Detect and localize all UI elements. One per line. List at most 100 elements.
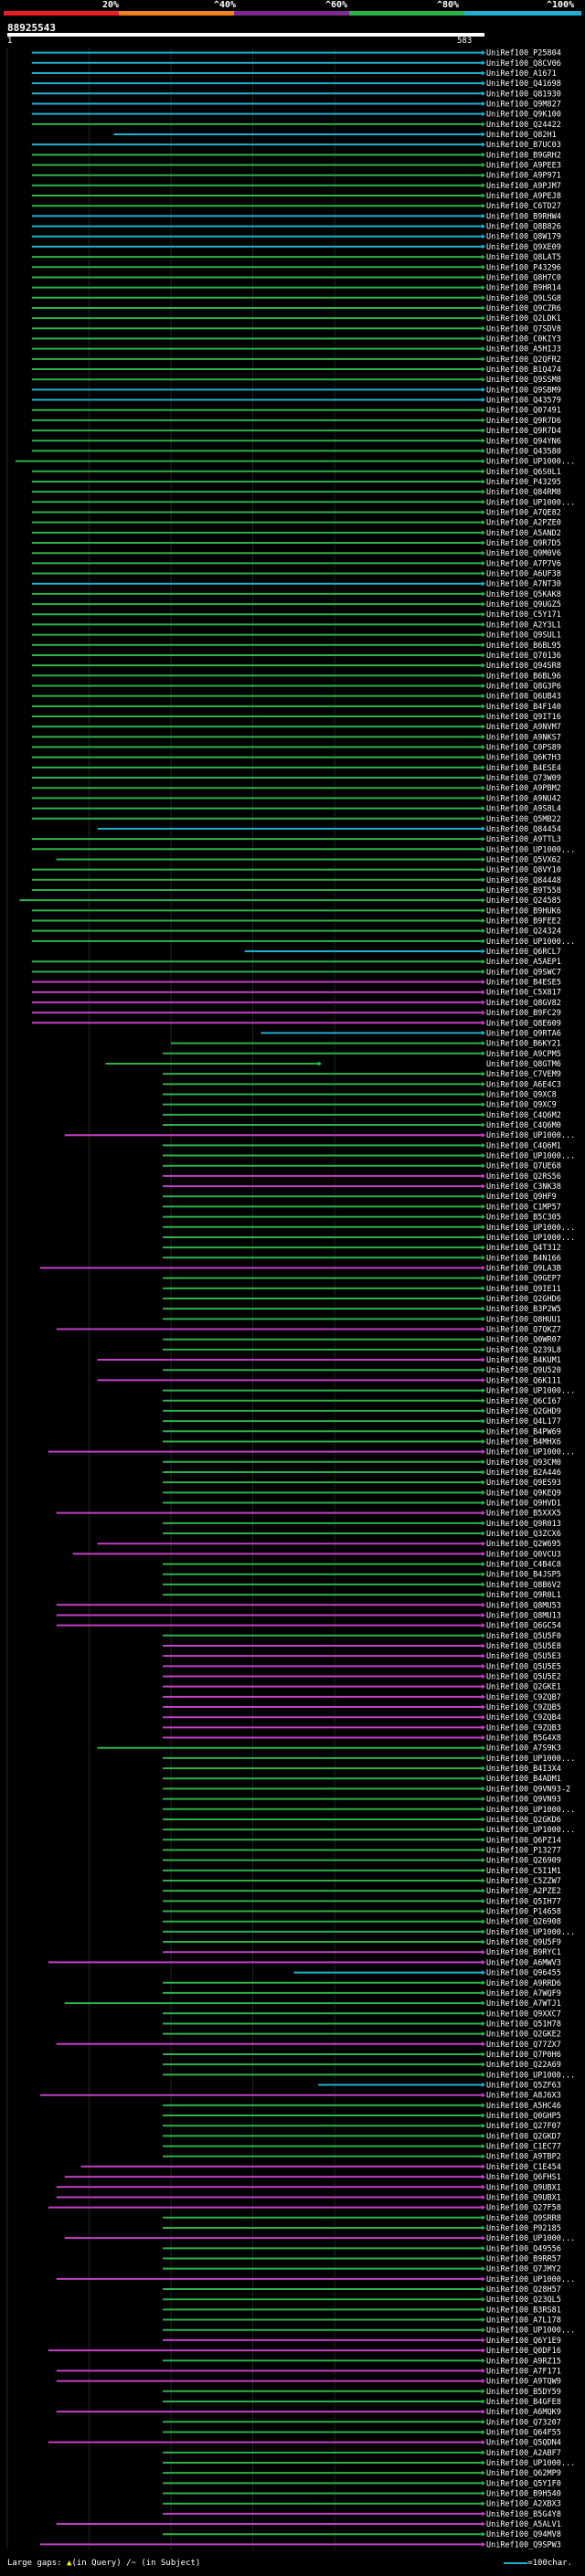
hit-label[interactable]: UniRef100_A5HIJ3 (486, 345, 561, 355)
hit-label[interactable]: UniRef100_Q28H57 (486, 2285, 561, 2295)
hit-label[interactable]: UniRef100_Q5Y1F0 (486, 2479, 561, 2488)
hit-label[interactable]: UniRef100_B5XXX5 (486, 1510, 561, 1519)
hit-label[interactable]: UniRef100_Q4T312 (486, 1244, 561, 1253)
hit-label[interactable]: UniRef100_Q0WR07 (486, 1336, 561, 1345)
hit-label[interactable]: UniRef100_A7WQF9 (486, 1989, 561, 1998)
hit-label[interactable]: UniRef100_Q9U520 (486, 1366, 561, 1375)
hit-label[interactable]: UniRef100_C7VEM9 (486, 1070, 561, 1079)
hit-label[interactable]: UniRef100_Q5U5E3 (486, 1652, 561, 1661)
hit-label[interactable]: UniRef100_Q24585 (486, 896, 561, 906)
hit-label[interactable]: UniRef100_UP1000... (486, 1234, 575, 1243)
hit-label[interactable]: UniRef100_Q9R0L1 (486, 1591, 561, 1600)
hit-label[interactable]: UniRef100_Q9GEP7 (486, 1275, 561, 1284)
hit-label[interactable]: UniRef100_Q9IT16 (486, 713, 561, 722)
hit-label[interactable]: UniRef100_A6E4C3 (486, 1080, 561, 1089)
hit-label[interactable]: UniRef100_B6BL95 (486, 641, 561, 651)
hit-label[interactable]: UniRef100_A6UF38 (486, 570, 561, 579)
hit-label[interactable]: UniRef100_Q2RS56 (486, 1172, 561, 1182)
hit-label[interactable]: UniRef100_Q6UB43 (486, 693, 561, 702)
hit-label[interactable]: UniRef100_A7F171 (486, 2367, 561, 2376)
hit-label[interactable]: UniRef100_Q2GKD7 (486, 2132, 561, 2141)
hit-label[interactable]: UniRef100_Q9SWC7 (486, 968, 561, 977)
hit-label[interactable]: UniRef100_A9PEJ8 (486, 192, 561, 201)
hit-label[interactable]: UniRef100_UP1000... (486, 2275, 575, 2284)
hit-label[interactable]: UniRef100_B4I3X4 (486, 1765, 561, 1774)
hit-label[interactable]: UniRef100_Q8MU13 (486, 1611, 561, 1620)
hit-label[interactable]: UniRef100_UP1000... (486, 1806, 575, 1815)
hit-label[interactable]: UniRef100_C0KIY3 (486, 335, 561, 345)
hit-label[interactable]: UniRef100_Q9SSM8 (486, 376, 561, 385)
hit-label[interactable]: UniRef100_Q9LSG8 (486, 294, 561, 303)
hit-label[interactable]: UniRef100_A2PZE0 (486, 519, 561, 528)
hit-label[interactable]: UniRef100_Q23QL5 (486, 2295, 561, 2305)
hit-label[interactable]: UniRef100_Q6Y1E9 (486, 2337, 561, 2346)
hit-label[interactable]: UniRef100_Q96455 (486, 1969, 561, 1978)
hit-label[interactable]: UniRef100_Q6RCL7 (486, 948, 561, 957)
hit-label[interactable]: UniRef100_B6KY21 (486, 1040, 561, 1049)
hit-label[interactable]: UniRef100_Q2W695 (486, 1540, 561, 1549)
hit-label[interactable]: UniRef100_Q73W09 (486, 774, 561, 783)
hit-label[interactable]: UniRef100_B9FC29 (486, 1009, 561, 1018)
hit-label[interactable]: UniRef100_UP1000... (486, 1448, 575, 1458)
hit-label[interactable]: UniRef100_B4N166 (486, 1254, 561, 1263)
hit-label[interactable]: UniRef100_A7S9K3 (486, 1744, 561, 1754)
hit-label[interactable]: UniRef100_Q9R7D4 (486, 427, 561, 436)
hit-label[interactable]: UniRef100_Q8B6V2 (486, 1581, 561, 1590)
hit-label[interactable]: UniRef100_C5I1M1 (486, 1867, 561, 1876)
hit-label[interactable]: UniRef100_A5AEP1 (486, 958, 561, 967)
hit-label[interactable]: UniRef100_Q77ZX7 (486, 2041, 561, 2050)
hit-label[interactable]: UniRef100_UP1000... (486, 2459, 575, 2468)
hit-label[interactable]: UniRef100_Q7SDV8 (486, 324, 561, 334)
hit-label[interactable]: UniRef100_Q94YN6 (486, 437, 561, 446)
hit-label[interactable]: UniRef100_A9S8L4 (486, 805, 561, 814)
hit-label[interactable]: UniRef100_UP1000... (486, 1826, 575, 1835)
hit-label[interactable]: UniRef100_Q6K7H3 (486, 754, 561, 763)
hit-label[interactable]: UniRef100_P92185 (486, 2224, 561, 2233)
hit-label[interactable]: UniRef100_B3P2W5 (486, 1305, 561, 1314)
hit-label[interactable]: UniRef100_Q84448 (486, 876, 561, 885)
hit-label[interactable]: UniRef100_Q2GHD6 (486, 1295, 561, 1304)
hit-label[interactable]: UniRef100_Q7JMY2 (486, 2265, 561, 2274)
hit-label[interactable]: UniRef100_P43296 (486, 263, 561, 272)
hit-label[interactable]: UniRef100_Q82H1 (486, 131, 557, 140)
hit-label[interactable]: UniRef100_Q6FHS1 (486, 2173, 561, 2182)
hit-label[interactable]: UniRef100_Q2GKD6 (486, 1816, 561, 1825)
hit-label[interactable]: UniRef100_Q9HVD1 (486, 1500, 561, 1509)
hit-label[interactable]: UniRef100_UP1000... (486, 2071, 575, 2080)
hit-label[interactable]: UniRef100_A6MWV3 (486, 1958, 561, 1967)
hit-label[interactable]: UniRef100_Q9IE11 (486, 1285, 561, 1294)
hit-label[interactable]: UniRef100_A1671 (486, 69, 557, 79)
hit-label[interactable]: UniRef100_A9RRD6 (486, 1979, 561, 1988)
hit-label[interactable]: UniRef100_A9TTL3 (486, 835, 561, 844)
hit-label[interactable]: UniRef100_B4PW69 (486, 1427, 561, 1436)
hit-label[interactable]: UniRef100_Q8VY10 (486, 866, 561, 875)
hit-label[interactable]: UniRef100_B5DY59 (486, 2388, 561, 2397)
hit-label[interactable]: UniRef100_Q2GHD9 (486, 1407, 561, 1416)
hit-label[interactable]: UniRef100_Q4L177 (486, 1417, 561, 1426)
hit-label[interactable]: UniRef100_UP1000... (486, 2234, 575, 2243)
hit-label[interactable]: UniRef100_Q49556 (486, 2244, 561, 2253)
hit-label[interactable]: UniRef100_A8J6X3 (486, 2092, 561, 2101)
hit-label[interactable]: UniRef100_Q9HF9 (486, 1193, 557, 1202)
hit-label[interactable]: UniRef100_Q07491 (486, 407, 561, 416)
hit-label[interactable]: UniRef100_Q9XC9 (486, 1101, 557, 1110)
hit-label[interactable]: UniRef100_C4Q6M1 (486, 1141, 561, 1150)
hit-label[interactable]: UniRef100_Q94MV8 (486, 2530, 561, 2539)
hit-label[interactable]: UniRef100_Q9XE09 (486, 243, 561, 252)
hit-label[interactable]: UniRef100_A9PBM2 (486, 784, 561, 793)
hit-label[interactable]: UniRef100_Q239L8 (486, 1346, 561, 1355)
hit-label[interactable]: UniRef100_Q2GKE2 (486, 2030, 561, 2040)
hit-label[interactable]: UniRef100_P14658 (486, 1908, 561, 1917)
hit-label[interactable]: UniRef100_A7P7V6 (486, 559, 561, 568)
hit-label[interactable]: UniRef100_Q5U5F0 (486, 1632, 561, 1641)
hit-label[interactable]: UniRef100_Q9R013 (486, 1520, 561, 1529)
hit-label[interactable]: UniRef100_Q9UBX1 (486, 2193, 561, 2202)
hit-label[interactable]: UniRef100_UP1000... (486, 1152, 575, 1161)
hit-label[interactable]: UniRef100_Q94SR8 (486, 662, 561, 671)
hit-label[interactable]: UniRef100_B5G4X8 (486, 1734, 561, 1744)
hit-label[interactable]: UniRef100_Q5U5E8 (486, 1642, 561, 1651)
hit-label[interactable]: UniRef100_Q9VN93-2 (486, 1785, 570, 1794)
hit-label[interactable]: UniRef100_Q43579 (486, 397, 561, 406)
hit-label[interactable]: UniRef100_Q9M0V6 (486, 549, 561, 558)
hit-label[interactable]: UniRef100_Q41698 (486, 80, 561, 89)
